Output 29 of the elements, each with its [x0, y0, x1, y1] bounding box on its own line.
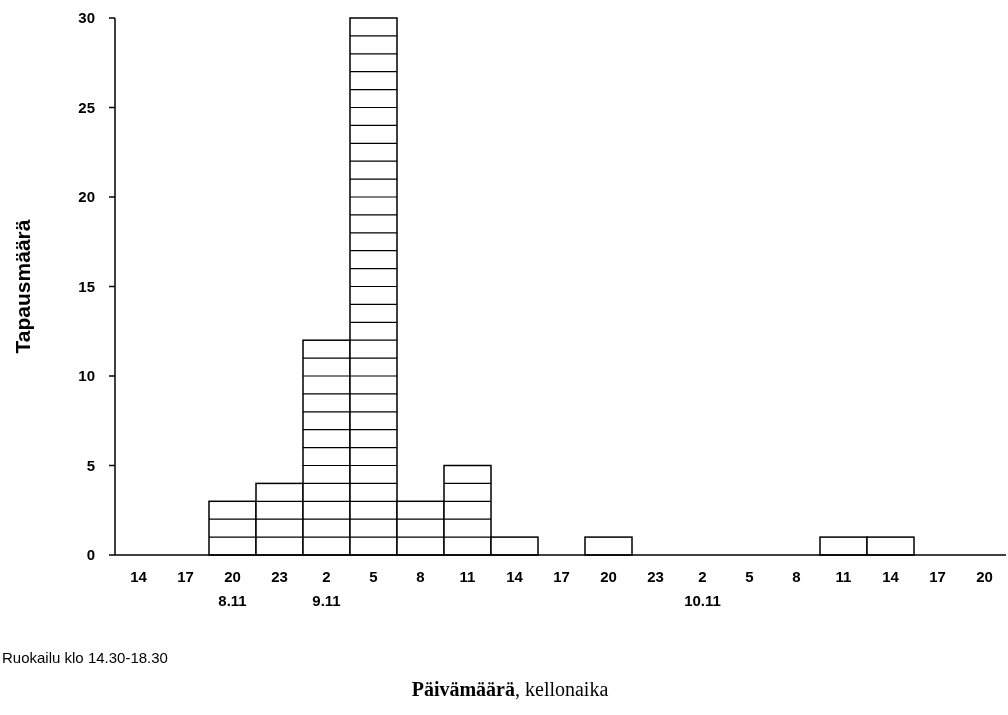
- x-tick-label: 14: [130, 568, 148, 585]
- text: Ruokailu klo 14.30-18.30: [2, 649, 168, 666]
- x-tick-label: 14: [506, 568, 524, 585]
- x-tick-label: 14: [882, 568, 900, 585]
- x-tick-label: 20: [976, 568, 993, 585]
- y-tick-label: 30: [78, 9, 95, 27]
- x-tick-label: 20: [600, 568, 617, 585]
- y-tick-label: 15: [78, 277, 95, 295]
- y-tick-label: 25: [78, 98, 95, 116]
- y-tick-label: 0: [86, 546, 95, 564]
- x-tick-label: 23: [647, 568, 664, 585]
- x-tick-label: 2 9.11: [312, 568, 341, 609]
- x-tick-label: 8: [792, 568, 801, 585]
- y-tick-label: 5: [86, 456, 95, 474]
- x-tick-label: 5: [369, 568, 378, 585]
- y-axis-title: Tapausmäärä: [11, 219, 34, 354]
- x-tick-label: 23: [271, 568, 288, 585]
- y-tick-label: 10: [78, 367, 95, 385]
- x-tick-label: 5: [745, 568, 754, 585]
- x-tick-label: 11: [459, 568, 476, 585]
- x-tick-label: 8: [416, 568, 425, 585]
- x-tick-label: 2 10.11: [684, 568, 721, 609]
- x-axis-title: Päivämäärä, kellonaika: [411, 678, 609, 700]
- x-tick-label: 17: [553, 568, 570, 585]
- x-tick-label: 17: [929, 568, 946, 585]
- x-tick-label: 17: [177, 568, 194, 585]
- y-tick-label: 20: [78, 188, 95, 206]
- x-tick-label: 11: [835, 568, 852, 585]
- x-tick-label: 20 8.11: [218, 568, 247, 609]
